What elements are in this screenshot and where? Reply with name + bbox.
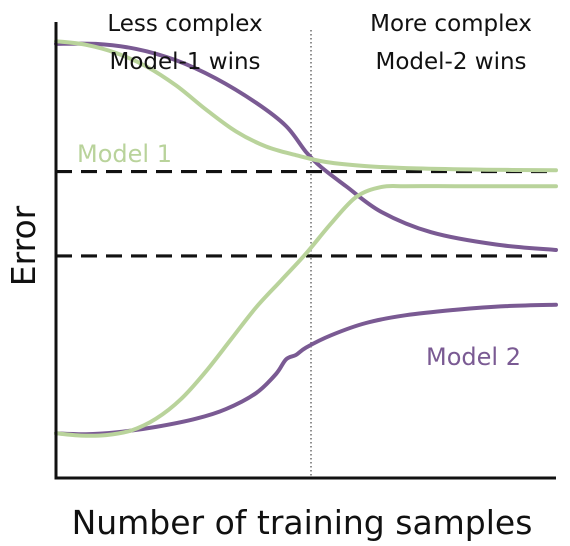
- right-region-subtitle: Model-2 wins: [375, 49, 526, 75]
- model-1-upper-curve: [54, 39, 558, 173]
- model-1-lower-curve: [54, 183, 558, 438]
- model-2-label: Model 2: [426, 343, 521, 371]
- left-region-title: Less complex: [107, 11, 262, 37]
- plot-area: [54, 22, 558, 480]
- model-2-upper-curve: [54, 41, 558, 252]
- model-2-lower-curve: [54, 302, 558, 437]
- right-region-title: More complex: [370, 11, 532, 37]
- left-region-subtitle: Model-1 wins: [109, 49, 260, 75]
- y-axis-label: Error: [4, 205, 43, 286]
- model-1-label: Model 1: [77, 140, 172, 168]
- x-axis-label: Number of training samples: [72, 503, 533, 542]
